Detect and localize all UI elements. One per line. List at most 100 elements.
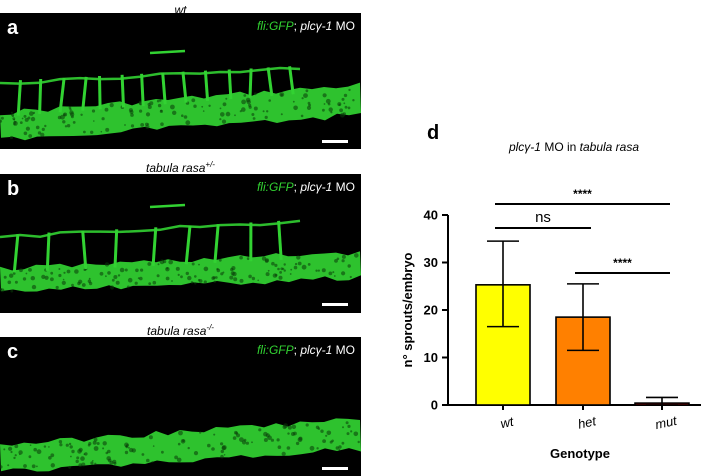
speckle bbox=[266, 110, 269, 113]
speckle bbox=[87, 279, 92, 283]
speckle bbox=[139, 276, 143, 281]
significance-label: **** bbox=[613, 256, 632, 270]
speckle bbox=[119, 267, 125, 273]
speckle bbox=[305, 423, 309, 427]
speckle bbox=[113, 275, 118, 279]
speckle bbox=[50, 277, 54, 282]
speckle bbox=[83, 130, 86, 134]
speckle bbox=[341, 254, 346, 259]
bar-het bbox=[555, 316, 611, 406]
speckle bbox=[92, 440, 97, 445]
speckle bbox=[21, 117, 24, 120]
speckle bbox=[203, 266, 209, 272]
intersegmental-vessel bbox=[113, 229, 119, 268]
speckle bbox=[236, 433, 240, 438]
speckle bbox=[239, 278, 244, 283]
speckle bbox=[33, 447, 37, 452]
speckle bbox=[31, 284, 37, 290]
speckle bbox=[194, 282, 197, 285]
speckle bbox=[297, 261, 302, 266]
speckle bbox=[9, 135, 14, 140]
speckle bbox=[220, 442, 224, 446]
speckle bbox=[229, 275, 234, 280]
speckle bbox=[147, 123, 150, 125]
speckle bbox=[129, 447, 134, 453]
significance-label: **** bbox=[573, 187, 592, 201]
speckle bbox=[41, 127, 45, 131]
speckle bbox=[264, 115, 268, 119]
y-axis-label: n° sprouts/embryo bbox=[400, 252, 415, 367]
speckle bbox=[295, 441, 300, 446]
intersegmental-vessel bbox=[98, 75, 102, 110]
speckle bbox=[3, 448, 6, 451]
speckle bbox=[104, 107, 109, 112]
panel-b-title-sup: +/- bbox=[205, 160, 215, 169]
speckle bbox=[198, 263, 200, 266]
scale-bar bbox=[322, 303, 348, 306]
speckle bbox=[307, 263, 311, 266]
speckle bbox=[159, 109, 163, 113]
speckle bbox=[145, 112, 151, 117]
speckle bbox=[147, 105, 152, 109]
speckle bbox=[335, 446, 339, 450]
speckle bbox=[59, 443, 63, 447]
speckle bbox=[300, 114, 304, 118]
speckle bbox=[3, 275, 7, 279]
speckle bbox=[252, 117, 256, 120]
speckle bbox=[80, 456, 85, 461]
speckle bbox=[199, 431, 202, 434]
speckle bbox=[287, 425, 292, 430]
speckle bbox=[156, 99, 160, 103]
speckle bbox=[292, 100, 295, 103]
speckle bbox=[293, 431, 297, 436]
speckle bbox=[134, 281, 138, 285]
speckle bbox=[0, 116, 4, 120]
speckle bbox=[341, 259, 345, 263]
speckle bbox=[146, 458, 150, 463]
speckle bbox=[343, 102, 346, 105]
speckle bbox=[181, 114, 184, 117]
speckle bbox=[251, 276, 256, 281]
speckle bbox=[19, 121, 23, 124]
speckle bbox=[219, 107, 222, 110]
speckle bbox=[349, 275, 352, 279]
x-tick-label-het: het bbox=[576, 413, 598, 432]
speckle bbox=[187, 446, 190, 450]
speckle bbox=[48, 446, 50, 448]
legend-sep: ; bbox=[293, 19, 301, 33]
speckle bbox=[320, 429, 324, 433]
speckle bbox=[232, 271, 237, 277]
speckle bbox=[183, 115, 188, 119]
y-tick-label: 30 bbox=[424, 255, 438, 270]
speckle bbox=[58, 273, 62, 278]
speckle bbox=[347, 264, 351, 268]
speckle bbox=[213, 433, 216, 436]
speckle bbox=[165, 276, 170, 281]
speckle bbox=[336, 257, 340, 261]
intersegmental-vessel bbox=[203, 70, 210, 102]
speckle bbox=[233, 277, 238, 282]
speckle bbox=[104, 262, 110, 267]
speckle bbox=[69, 108, 72, 111]
speckle bbox=[77, 449, 82, 454]
legend-sep: ; bbox=[293, 180, 301, 194]
speckle bbox=[306, 105, 312, 110]
speckle bbox=[277, 267, 280, 271]
speckle bbox=[325, 98, 331, 104]
speckle bbox=[48, 456, 52, 460]
speckle bbox=[218, 258, 222, 262]
speckle bbox=[139, 109, 143, 113]
speckle bbox=[41, 274, 46, 279]
speckle bbox=[274, 263, 278, 267]
speckle bbox=[36, 465, 38, 468]
panel-b-label: b bbox=[7, 178, 20, 200]
micrograph-c: c fli:GFP; plcγ-1 MO bbox=[0, 337, 361, 476]
speckle bbox=[301, 264, 307, 270]
speckle bbox=[80, 113, 83, 117]
panel-c-title-sup: -/- bbox=[206, 323, 214, 332]
speckle bbox=[25, 272, 28, 275]
speckle bbox=[55, 285, 59, 290]
speckle bbox=[115, 280, 120, 285]
speckle bbox=[13, 118, 16, 121]
speckle bbox=[296, 255, 301, 260]
